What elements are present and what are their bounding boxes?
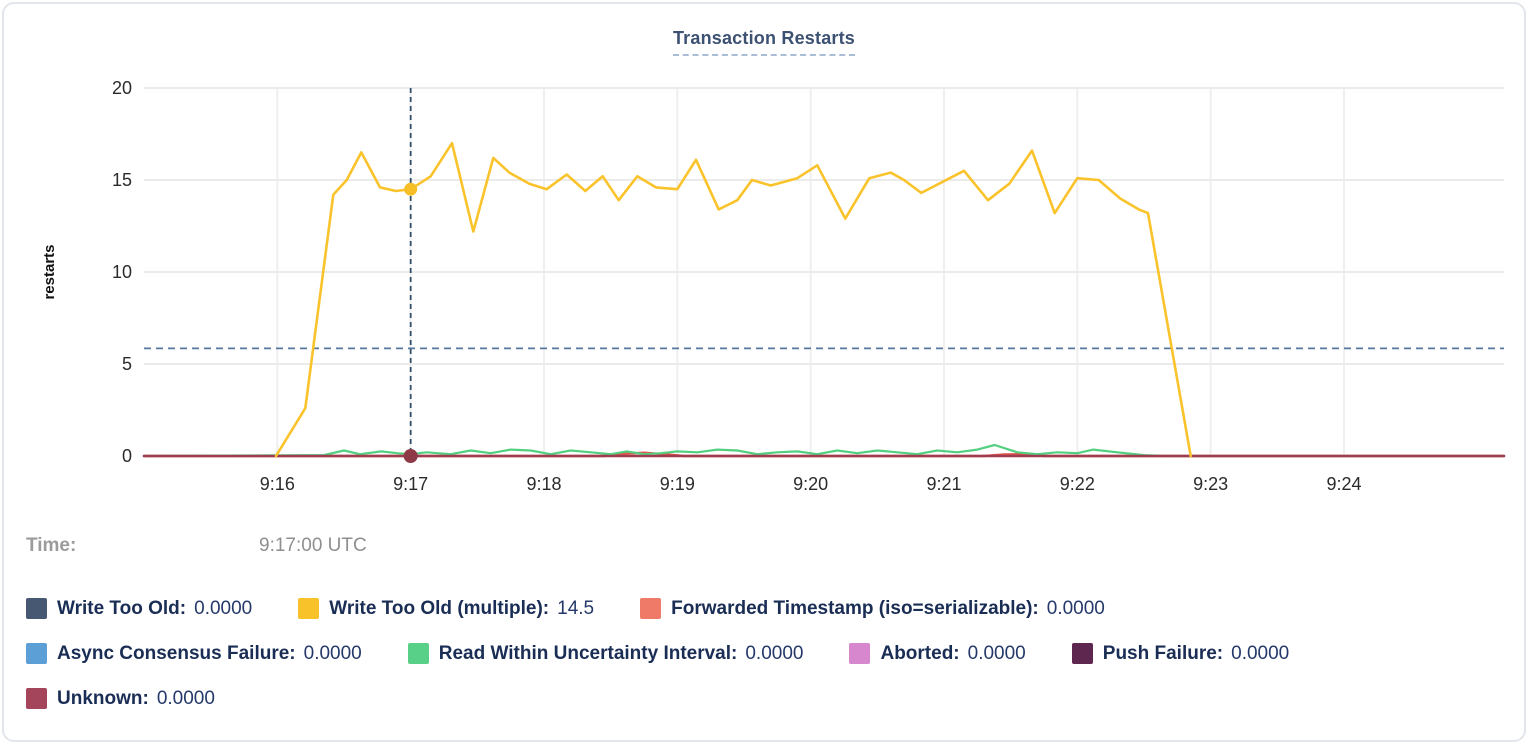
legend-swatch-icon xyxy=(849,643,871,664)
legend-value: 0.0000 xyxy=(1046,597,1105,619)
legend-value: 0.0000 xyxy=(194,597,253,619)
legend-swatch-icon xyxy=(1071,643,1093,664)
hover-time-label: Time: xyxy=(26,535,77,556)
legend-label: Push Failure: xyxy=(1102,642,1224,664)
legend-item-write-too-old-multiple: Write Too Old (multiple): 14.5 xyxy=(298,598,594,620)
series-line-read-within-uncertainty-interval xyxy=(142,443,1506,458)
legend-label: Write Too Old (multiple): xyxy=(329,597,550,619)
legend-row: Write Too Old: 0.0000 Write Too Old (multi… xyxy=(26,586,1514,631)
legend-swatch-icon xyxy=(26,598,47,619)
x-tick-label: 9:19 xyxy=(660,474,695,494)
axis-labels: 0 5 10 15 20 9:16 9:17 9:18 9:19 9:20 9:21 9:22 9:23… xyxy=(41,78,1362,494)
y-tick-label: 0 xyxy=(122,446,132,466)
legend-swatch-icon xyxy=(640,598,662,619)
hover-point-unknown xyxy=(403,449,418,463)
legend-label: Read Within Uncertainty Interval: xyxy=(438,642,738,664)
legend-value: 0.0000 xyxy=(156,687,215,709)
y-tick-label: 5 xyxy=(122,354,132,374)
y-axis-title: restarts xyxy=(41,244,58,299)
legend-item-read-within-uncertainty-interval: Read Within Uncertainty Interval: 0.0000 xyxy=(407,642,804,665)
legend-label: Async Consensus Failure: xyxy=(57,642,296,664)
x-tick-label: 9:22 xyxy=(1060,474,1095,494)
legend-item-write-too-old: Write Too Old: 0.0000 xyxy=(26,598,252,620)
chart-title-wrap: Transaction Restarts xyxy=(4,28,1524,56)
legend-item-forwarded-timestamp-iso-serializable: Forwarded Timestamp (iso=serializable): 0… xyxy=(640,598,1105,620)
legend-label: Forwarded Timestamp (iso=serializable): xyxy=(671,597,1039,619)
hover-point-write-too-old-multiple xyxy=(404,182,418,196)
legend-item-push-failure: Push Failure: 0.0000 xyxy=(1071,642,1290,665)
series-line-write-too-old-multiple xyxy=(274,141,1192,458)
legend-value: 0.0000 xyxy=(303,642,362,664)
y-tick-label: 15 xyxy=(112,170,132,190)
chart-legend: Write Too Old: 0.0000 Write Too Old (multi… xyxy=(26,586,1514,721)
x-tick-label: 9:23 xyxy=(1193,474,1228,494)
legend-item-async-consensus-failure: Async Consensus Failure: 0.0000 xyxy=(26,643,362,665)
legend-value: 0.0000 xyxy=(967,642,1026,664)
legend-label: Unknown: xyxy=(57,687,149,709)
x-tick-label: 9:24 xyxy=(1326,474,1361,494)
legend-swatch-icon xyxy=(26,688,47,709)
legend-value: 0.0000 xyxy=(1231,642,1290,664)
x-tick-label: 9:16 xyxy=(260,474,295,494)
gridlines xyxy=(144,87,1504,457)
x-tick-label: 9:18 xyxy=(526,474,561,494)
legend-label: Aborted: xyxy=(880,642,960,664)
legend-item-aborted: Aborted: 0.0000 xyxy=(849,642,1026,665)
x-tick-label: 9:17 xyxy=(393,474,428,494)
legend-item-unknown: Unknown: 0.0000 xyxy=(26,688,215,710)
legend-swatch-icon xyxy=(298,598,320,619)
hover-time-value: 9:17:00 UTC xyxy=(259,535,367,556)
x-tick-label: 9:21 xyxy=(926,474,961,494)
hover-time-row: Time: 9:17:00 UTC xyxy=(4,535,1524,563)
y-tick-label: 10 xyxy=(112,262,132,282)
legend-label: Write Too Old: xyxy=(57,597,187,619)
legend-row: Unknown: 0.0000 xyxy=(26,676,1514,721)
legend-value: 14.5 xyxy=(557,597,595,619)
legend-swatch-icon xyxy=(407,643,429,664)
legend-swatch-icon xyxy=(26,643,47,664)
y-tick-label: 20 xyxy=(112,78,132,98)
legend-value: 0.0000 xyxy=(745,642,804,664)
legend-row: Async Consensus Failure: 0.0000 Read Withi… xyxy=(26,631,1514,676)
transaction-restarts-chart[interactable]: 0 5 10 15 20 9:16 9:17 9:18 9:19 9:20 9:21 9:22 9:23… xyxy=(4,4,1526,524)
chart-title[interactable]: Transaction Restarts xyxy=(672,28,856,56)
x-tick-label: 9:20 xyxy=(793,474,828,494)
